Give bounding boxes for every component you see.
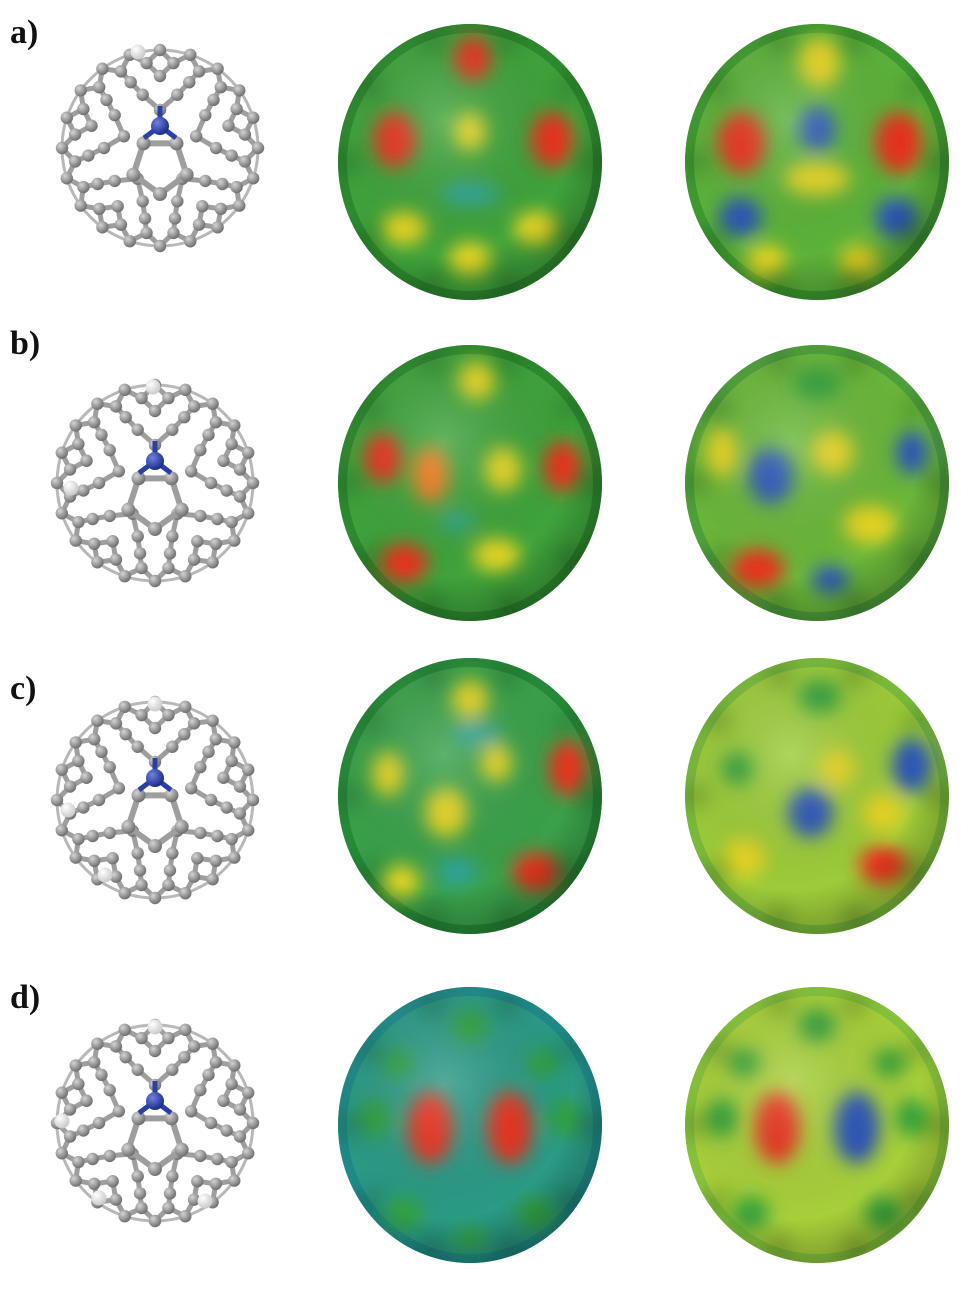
panel-row-c: c) [0,650,961,950]
hydrogen-atom [97,867,113,883]
fullerene-molecule [50,695,260,905]
surface-map-c-2 [672,656,961,946]
panel-row-a: a) [0,0,961,300]
panel-row-d: d) [0,979,961,1285]
surface-map-a-2 [672,22,961,312]
potential-surface [685,24,949,300]
molecule-a [50,38,270,258]
potential-surface [338,658,602,934]
nitrogen-atom [146,1092,164,1110]
panel-label-d: d) [10,979,41,1016]
surface-map-b-1 [325,343,615,633]
potential-surface [338,987,602,1263]
hydrogen-atom [60,802,76,818]
panel-label-a: a) [10,14,39,51]
molecule-c [45,690,265,910]
panel-label-b: b) [10,325,41,362]
potential-surface [338,345,602,621]
panel-label-c: c) [10,670,37,707]
surface-map-c-1 [325,656,615,946]
nitrogen-atom [151,117,169,135]
hydrogen-atom [197,1193,213,1209]
hydrogen-atom [63,480,79,496]
molecule-b [45,373,265,593]
surface-map-a-1 [325,22,615,312]
hydrogen-atom [147,696,163,712]
potential-surface [685,987,949,1263]
fullerene-molecule [50,1018,260,1228]
hydrogen-atom [130,44,146,60]
hydrogen-atom [145,379,161,395]
potential-surface [685,658,949,934]
carbon-atoms [50,1018,260,1228]
carbon-atoms [50,695,260,905]
molecule-d [45,1013,265,1233]
hydrogen-atom [147,1019,163,1035]
nitrogen-atom [146,769,164,787]
surface-map-d-2 [672,985,961,1275]
potential-surface [685,345,949,621]
hydrogen-atom [91,1190,107,1206]
fullerene-molecule [55,43,265,253]
carbon-atoms [55,43,265,253]
nitrogen-atom [146,452,164,470]
potential-surface [338,24,602,300]
carbon-atoms [50,378,260,588]
surface-map-b-2 [672,343,961,633]
surface-map-d-1 [325,985,615,1275]
hydrogen-atom [54,1113,70,1129]
panel-row-b: b) [0,325,961,625]
fullerene-molecule [50,378,260,588]
